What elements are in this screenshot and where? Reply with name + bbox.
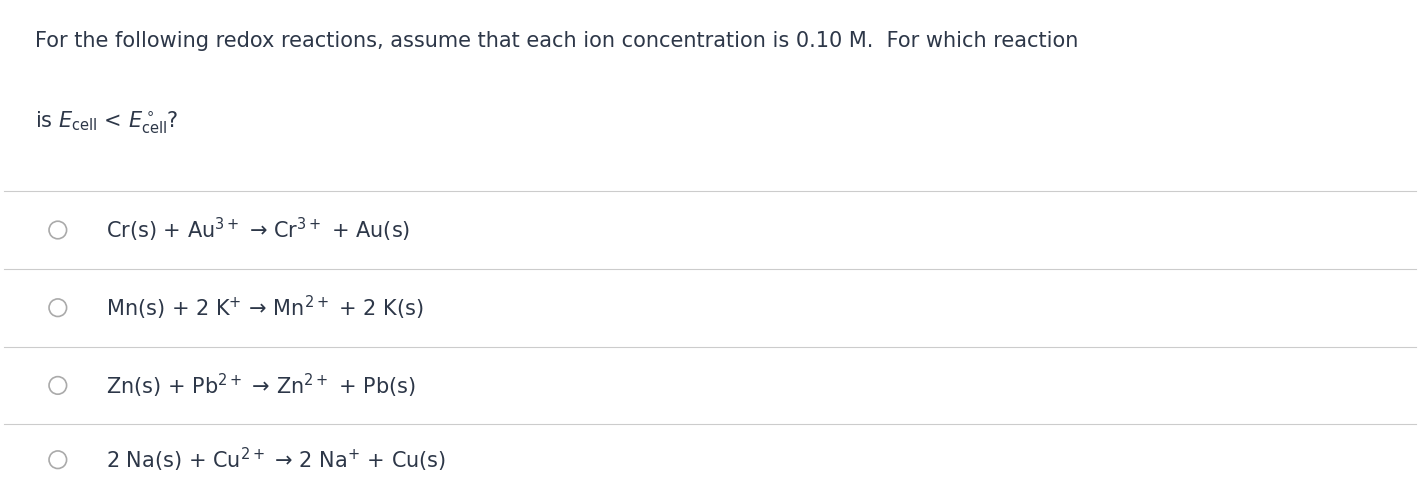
Text: Cr(s) + Au$^{3+}$ → Cr$^{3+}$ + Au(s): Cr(s) + Au$^{3+}$ → Cr$^{3+}$ + Au(s) (106, 216, 410, 244)
Text: Mn(s) + 2 K$^{+}$ → Mn$^{2+}$ + 2 K(s): Mn(s) + 2 K$^{+}$ → Mn$^{2+}$ + 2 K(s) (106, 293, 423, 322)
Text: 2 Na(s) + Cu$^{2+}$ → 2 Na$^{+}$ + Cu(s): 2 Na(s) + Cu$^{2+}$ → 2 Na$^{+}$ + Cu(s) (106, 446, 446, 474)
Point (47, 381, 70, 389)
Point (47, 304, 70, 312)
Point (47, 456, 70, 464)
Text: For the following redox reactions, assume that each ion concentration is 0.10 M.: For the following redox reactions, assum… (36, 31, 1079, 51)
Text: is $E_{\mathrm{cell}}$ < $E^\circ_{\mathrm{cell}}$?: is $E_{\mathrm{cell}}$ < $E^\circ_{\math… (36, 109, 179, 134)
Text: Zn(s) + Pb$^{2+}$ → Zn$^{2+}$ + Pb(s): Zn(s) + Pb$^{2+}$ → Zn$^{2+}$ + Pb(s) (106, 371, 416, 400)
Point (47, 226, 70, 234)
